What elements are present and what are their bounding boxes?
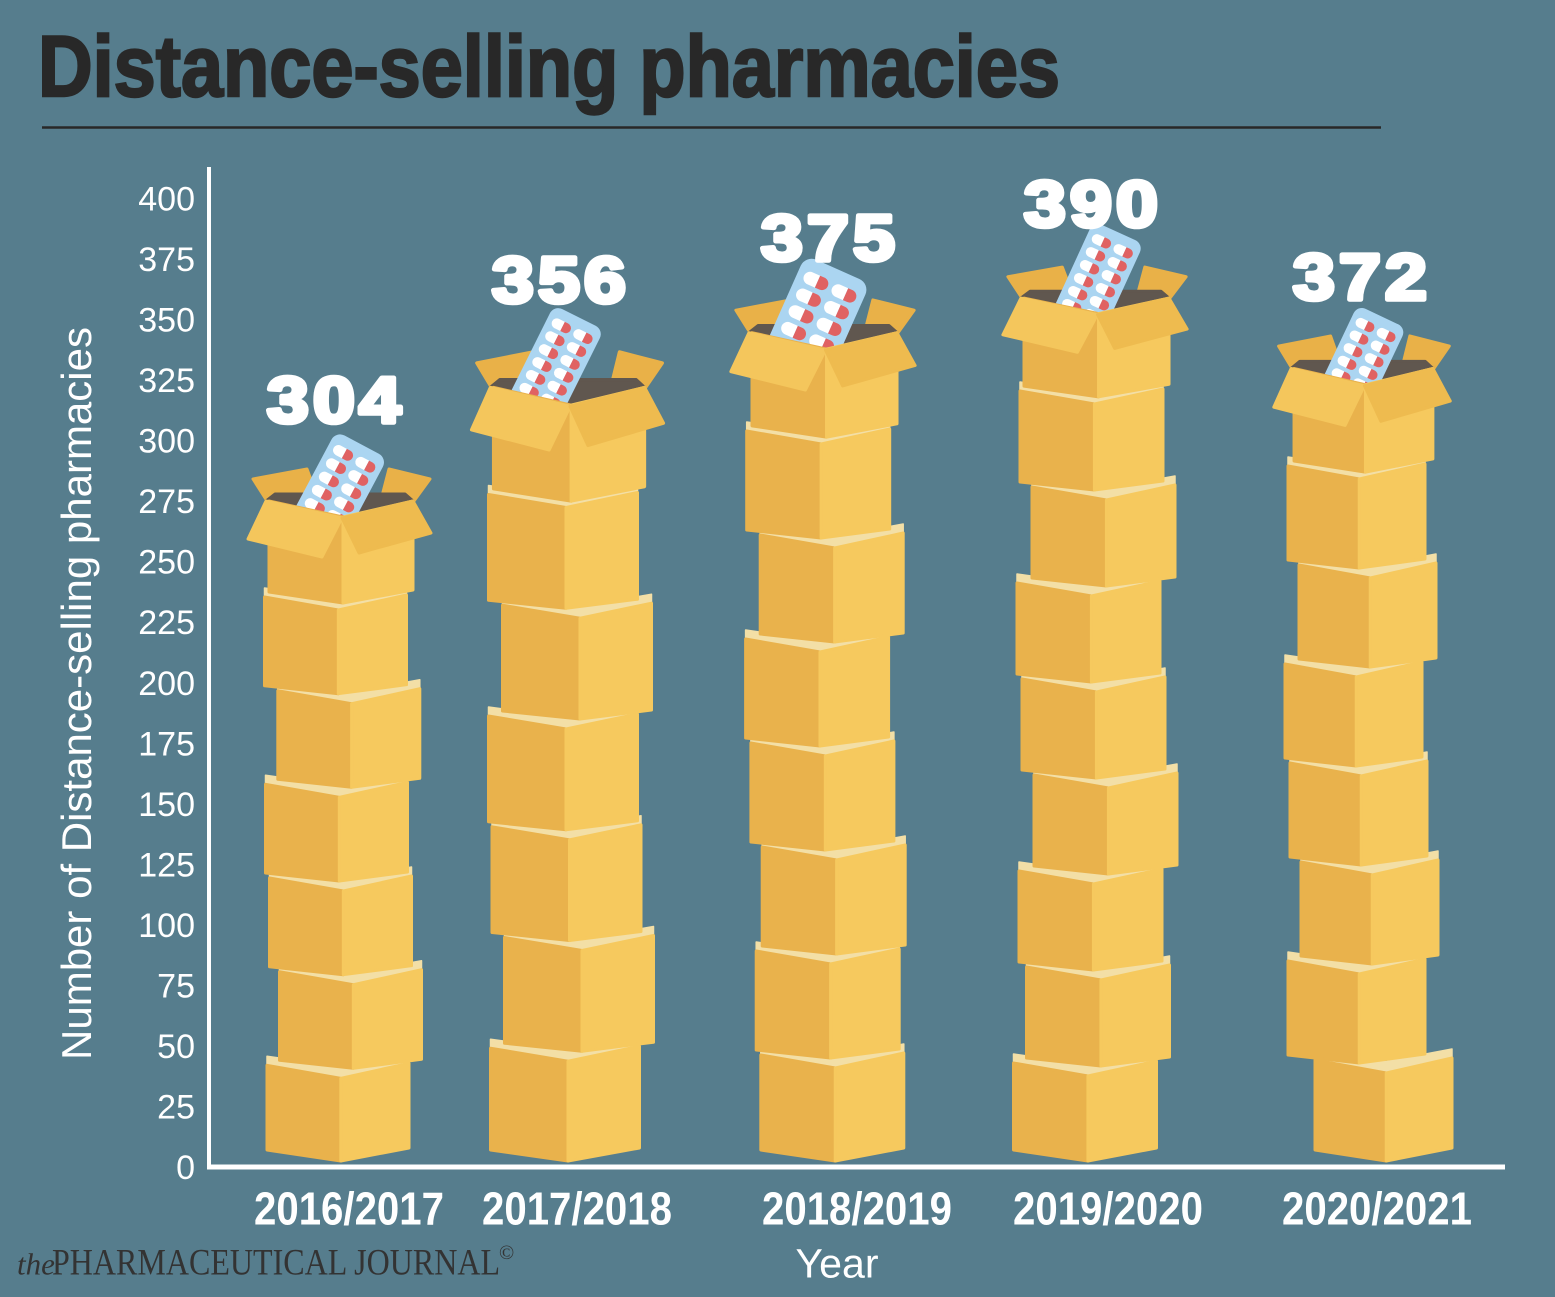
svg-text:150: 150 [138, 786, 195, 824]
svg-text:400: 400 [138, 181, 195, 219]
svg-text:325: 325 [138, 362, 195, 400]
svg-text:175: 175 [138, 725, 195, 763]
svg-text:300: 300 [138, 423, 195, 461]
svg-text:350: 350 [138, 302, 195, 340]
svg-text:100: 100 [138, 907, 195, 945]
svg-text:Year: Year [796, 1241, 879, 1287]
svg-text:the: the [17, 1247, 55, 1282]
svg-text:0: 0 [176, 1149, 195, 1187]
svg-text:250: 250 [138, 544, 195, 582]
svg-text:200: 200 [138, 665, 195, 703]
svg-text:275: 275 [138, 483, 195, 521]
svg-text:Distance-selling pharmacies: Distance-selling pharmacies [38, 19, 1060, 115]
svg-text:©: © [499, 1242, 514, 1264]
svg-text:225: 225 [138, 604, 195, 642]
svg-text:372: 372 [1293, 240, 1431, 313]
svg-text:356: 356 [492, 243, 630, 316]
svg-text:2016/2017: 2016/2017 [254, 1183, 444, 1235]
svg-text:375: 375 [761, 201, 899, 274]
svg-text:375: 375 [138, 241, 195, 279]
svg-text:2019/2020: 2019/2020 [1013, 1183, 1203, 1235]
svg-text:390: 390 [1024, 167, 1162, 240]
svg-text:PHARMACEUTICAL JOURNAL: PHARMACEUTICAL JOURNAL [52, 1243, 500, 1284]
svg-text:2017/2018: 2017/2018 [482, 1183, 672, 1235]
svg-text:2020/2021: 2020/2021 [1282, 1183, 1472, 1235]
svg-text:75: 75 [157, 967, 195, 1005]
svg-text:2018/2019: 2018/2019 [762, 1183, 952, 1235]
svg-text:125: 125 [138, 846, 195, 884]
svg-text:304: 304 [267, 363, 405, 436]
svg-text:50: 50 [157, 1028, 195, 1066]
svg-text:Number of Distance-selling pha: Number of Distance-selling pharmacies [53, 327, 100, 1060]
svg-text:25: 25 [157, 1089, 195, 1127]
